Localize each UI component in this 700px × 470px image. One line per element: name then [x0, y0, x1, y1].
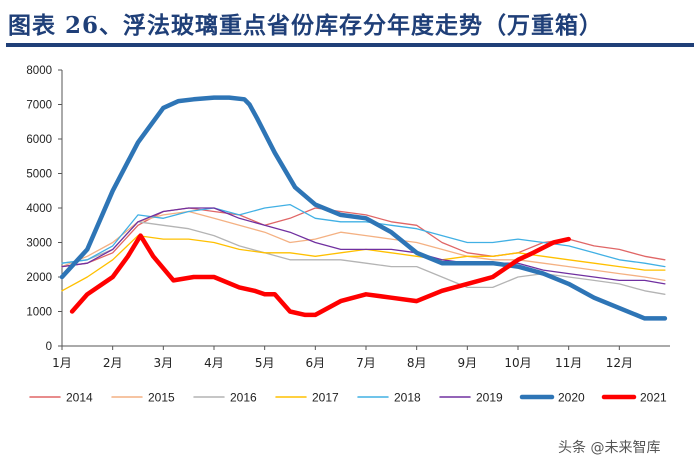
x-tick-label: 11月 [555, 356, 582, 370]
y-tick-label: 0 [46, 341, 52, 353]
title-underline [6, 43, 694, 47]
legend-label-2019: 2019 [476, 391, 503, 405]
legend-label-2016: 2016 [230, 391, 257, 405]
legend-label-2017: 2017 [312, 391, 339, 405]
x-tick-label: 4月 [204, 356, 224, 370]
legend-label-2015: 2015 [148, 391, 175, 405]
line-chart: 0 1000 2000 3000 4000 5000 6000 7000 8000 1月 2月 3月 4… [26, 65, 670, 405]
legend-label-2021: 2021 [640, 391, 667, 405]
y-tick-label: 7000 [26, 100, 52, 112]
figure-title: 图表 26、浮法玻璃重点省份库存分年度走势（万重箱） [8, 12, 604, 39]
x-tick-label: 5月 [255, 356, 275, 370]
series-line-2020 [59, 95, 668, 321]
x-tick-label: 7月 [356, 356, 376, 370]
y-tick-label: 3000 [26, 238, 52, 250]
series-line-2019 [61, 207, 666, 285]
x-tick-label: 12月 [606, 356, 633, 370]
x-tick-label: 6月 [306, 356, 326, 370]
x-tick-label: 9月 [458, 356, 478, 370]
legend-label-2014: 2014 [66, 391, 93, 405]
series-line-2015 [61, 210, 666, 282]
y-tick-label: 8000 [26, 65, 52, 77]
y-tick-label: 5000 [26, 169, 52, 181]
legend-label-2018: 2018 [394, 391, 421, 405]
y-tick-label: 6000 [26, 134, 52, 146]
y-tick-label: 1000 [26, 307, 52, 319]
chart-series [59, 95, 668, 321]
x-tick-label: 2月 [103, 356, 123, 370]
x-tick-label: 8月 [407, 356, 427, 370]
series-line-2021 [69, 233, 571, 318]
watermark-text: 头条 @未来智库 [558, 440, 661, 456]
chart-legend: 2014 2015 2016 2017 2018 2019 2020 2021 [29, 391, 667, 405]
series-line-2016 [61, 221, 666, 295]
x-tick-label: 1月 [52, 356, 72, 370]
chart-axes: 0 1000 2000 3000 4000 5000 6000 7000 8000 1月 2月 3月 4… [26, 65, 670, 370]
y-tick-label: 4000 [26, 203, 52, 215]
legend-label-2020: 2020 [558, 391, 585, 405]
y-tick-label: 2000 [26, 272, 52, 284]
x-tick-label: 3月 [154, 356, 174, 370]
series-line-2018 [61, 203, 666, 268]
title-bar: 图表 26、浮法玻璃重点省份库存分年度走势（万重箱） [0, 0, 700, 50]
x-tick-label: 10月 [504, 356, 531, 370]
